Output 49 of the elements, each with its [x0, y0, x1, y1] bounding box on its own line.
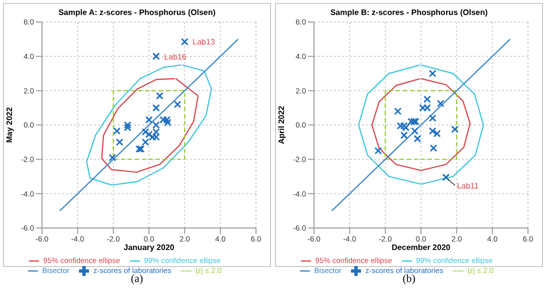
- point: [156, 92, 164, 100]
- point: [442, 174, 450, 182]
- point: [135, 145, 143, 153]
- text: (b): [402, 273, 416, 285]
- point: [124, 124, 132, 132]
- point: [164, 118, 172, 126]
- point: [423, 95, 431, 103]
- y-axis-title: May 2022: [5, 106, 14, 143]
- point: [394, 108, 402, 116]
- point: [451, 126, 459, 134]
- point: [113, 127, 121, 135]
- point: [423, 104, 431, 112]
- annotation: Lab16: [164, 52, 187, 62]
- point: [163, 116, 171, 124]
- point: [148, 133, 156, 141]
- point: [414, 134, 422, 142]
- point: [160, 116, 168, 124]
- chart-title: Sample B: z-scores - Phosphorus (Olsen): [329, 8, 489, 18]
- point: [145, 116, 153, 124]
- point: [428, 114, 436, 122]
- point: [374, 146, 382, 154]
- x-axis-title: December 2020: [392, 242, 451, 252]
- point: [400, 132, 408, 140]
- annotation: Lab11: [456, 181, 480, 190]
- point: [124, 121, 132, 129]
- point: [436, 100, 444, 108]
- point: [137, 145, 145, 153]
- point: [152, 121, 160, 129]
- point: [400, 122, 408, 130]
- point: [180, 38, 188, 46]
- point: [430, 144, 438, 152]
- point: [116, 138, 124, 146]
- point: [152, 104, 160, 112]
- point: [419, 104, 427, 112]
- line-series: [371, 78, 471, 172]
- annotation: Lab13: [192, 38, 216, 47]
- point: [142, 138, 150, 146]
- text: (a): [130, 273, 144, 285]
- point: [428, 70, 436, 78]
- point: [142, 128, 150, 136]
- line-series: [86, 64, 212, 186]
- point: [411, 127, 419, 135]
- y-axis-title: April 2022: [277, 105, 286, 144]
- point: [152, 52, 160, 60]
- point: [108, 154, 116, 162]
- x-axis-title: January 2020: [124, 242, 175, 252]
- line-series: [101, 78, 199, 173]
- chart-title: Sample A: z-scores - Phosphorus (Olsen): [57, 8, 217, 18]
- point: [174, 100, 182, 108]
